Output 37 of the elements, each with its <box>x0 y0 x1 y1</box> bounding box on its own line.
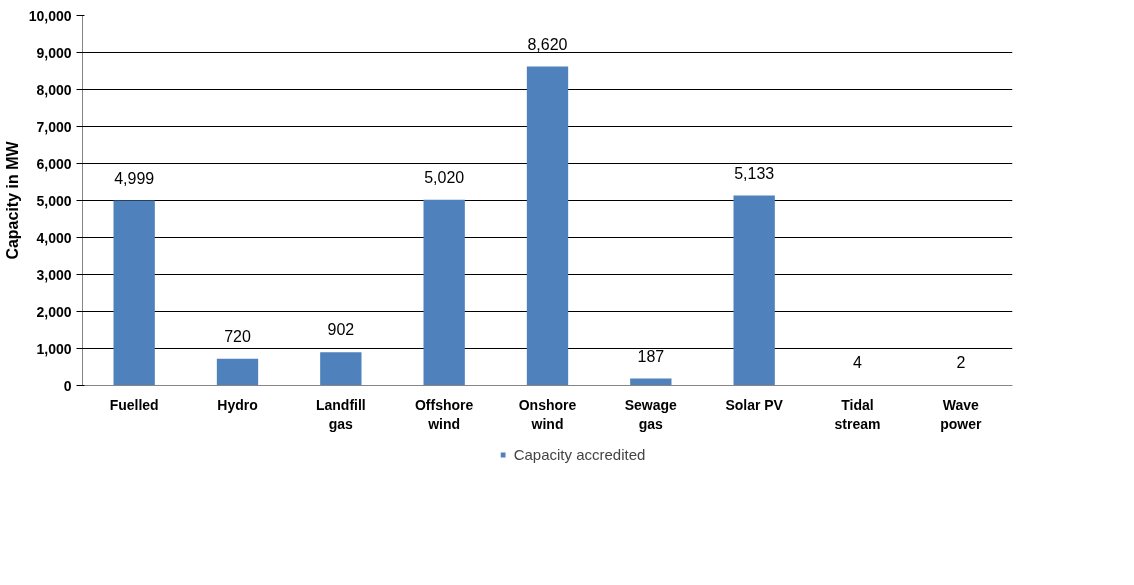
bar <box>216 358 259 386</box>
y-tick-label: 0 <box>63 377 72 394</box>
y-tick-label: 3,000 <box>36 266 72 283</box>
x-tick-label: Solar PV <box>725 396 784 413</box>
y-tick-label: 6,000 <box>36 155 72 172</box>
x-tick-label: Onshore wind <box>518 396 577 432</box>
data-label: 2 <box>956 354 966 372</box>
x-tick-label: Fuelled <box>109 396 159 413</box>
data-label: 4,999 <box>114 169 155 187</box>
y-tick-label: 1,000 <box>36 340 72 357</box>
x-tick-label: Landfill gas <box>315 396 366 432</box>
x-tick-label: Tidal stream <box>834 396 881 432</box>
x-tick-label: Sewage gas <box>624 396 678 432</box>
bar <box>526 66 569 386</box>
data-label: 720 <box>224 327 251 345</box>
bar <box>423 199 465 386</box>
y-tick-label: 10,000 <box>28 7 72 24</box>
bar <box>113 200 155 386</box>
legend-label: Capacity accredited <box>513 445 646 463</box>
bar <box>320 352 362 386</box>
x-tick-label: Wave power <box>940 396 982 432</box>
x-tick-label: Hydro <box>217 396 258 413</box>
data-label: 5,133 <box>734 164 775 182</box>
data-label: 8,620 <box>527 35 568 53</box>
y-tick-label: 2,000 <box>36 303 72 320</box>
y-tick-label: 9,000 <box>36 44 72 61</box>
data-label: 902 <box>327 321 355 339</box>
data-label: 187 <box>637 347 665 365</box>
bar <box>733 195 775 386</box>
y-tick-label: 7,000 <box>36 118 72 135</box>
x-tick-label: Offshore wind <box>415 396 474 432</box>
y-axis-title: Capacity in MW <box>3 140 21 260</box>
y-tick-label: 5,000 <box>36 192 72 209</box>
y-tick-label: 4,000 <box>36 229 72 246</box>
y-tick-label: 8,000 <box>36 81 72 98</box>
data-label: 5,020 <box>424 168 465 186</box>
data-label: 4 <box>853 354 863 372</box>
